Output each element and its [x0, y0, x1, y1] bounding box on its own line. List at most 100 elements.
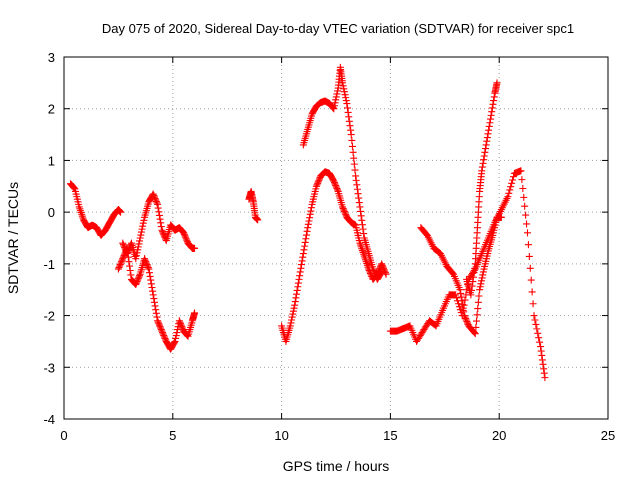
data-point	[355, 194, 363, 202]
data-point	[181, 232, 189, 240]
data-point	[293, 286, 301, 294]
data-point	[158, 327, 166, 335]
series-prn-a	[67, 180, 125, 239]
data-point	[330, 179, 338, 187]
data-point	[118, 256, 126, 264]
data-point	[460, 312, 468, 320]
data-point	[467, 291, 475, 299]
data-point	[350, 154, 358, 162]
data-point	[154, 200, 162, 208]
data-point	[136, 237, 144, 245]
data-point	[150, 192, 158, 200]
series-prn-c	[119, 190, 199, 263]
data-point	[461, 313, 469, 321]
data-point	[458, 297, 466, 305]
data-point	[478, 274, 486, 282]
data-point	[452, 291, 460, 299]
data-point	[344, 108, 352, 116]
data-point	[157, 223, 165, 231]
data-point	[133, 249, 141, 257]
data-point	[486, 115, 494, 123]
data-point	[171, 337, 179, 345]
x-tick-label: 5	[169, 428, 176, 443]
data-point	[140, 216, 148, 224]
data-point	[170, 339, 178, 347]
data-point	[176, 318, 184, 326]
data-point	[330, 102, 338, 110]
data-point	[191, 309, 199, 317]
data-point	[144, 262, 152, 270]
data-point	[152, 196, 160, 204]
data-point	[135, 240, 143, 248]
data-point	[332, 96, 340, 104]
data-point	[517, 167, 525, 175]
data-point	[314, 178, 322, 186]
x-tick-label: 25	[601, 428, 615, 443]
data-point	[535, 334, 543, 342]
data-point	[490, 97, 498, 105]
data-point	[155, 211, 163, 219]
data-point	[182, 235, 190, 243]
data-point	[537, 347, 545, 355]
data-point	[160, 231, 168, 239]
data-point	[355, 199, 363, 207]
data-point	[134, 243, 142, 251]
data-point	[468, 282, 476, 290]
data-point	[295, 275, 303, 283]
data-point	[313, 181, 321, 189]
data-point	[294, 283, 302, 291]
data-point	[459, 300, 467, 308]
data-point	[479, 268, 487, 276]
data-point	[76, 205, 84, 213]
data-point	[144, 264, 152, 272]
data-point	[348, 136, 356, 144]
data-point	[360, 230, 368, 238]
y-tick-label: -1	[43, 257, 55, 272]
data-point	[150, 193, 158, 201]
data-point	[152, 306, 160, 314]
data-point	[141, 256, 149, 264]
data-point	[289, 307, 297, 315]
data-point	[521, 202, 529, 210]
data-point	[138, 225, 146, 233]
data-point	[297, 261, 305, 269]
data-point	[292, 294, 300, 302]
data-point	[520, 193, 528, 201]
data-point	[490, 93, 498, 101]
data-point	[158, 226, 166, 234]
data-point	[485, 126, 493, 134]
data-point	[341, 209, 349, 217]
data-point	[474, 298, 482, 306]
data-point	[294, 279, 302, 287]
data-point	[482, 145, 490, 153]
data-point	[180, 230, 188, 238]
data-point	[330, 105, 338, 113]
data-point	[460, 308, 468, 316]
data-point	[305, 217, 313, 225]
data-point	[178, 323, 186, 331]
data-point	[359, 225, 367, 233]
data-point	[525, 252, 533, 260]
data-point	[534, 329, 542, 337]
data-point	[157, 326, 165, 334]
y-tick-label: -2	[43, 309, 55, 324]
y-tick-label: 0	[48, 205, 55, 220]
data-point	[333, 185, 341, 193]
data-point	[469, 273, 477, 281]
data-point	[379, 263, 387, 271]
data-point	[116, 261, 124, 269]
data-point	[523, 220, 531, 228]
series-prn-e	[278, 168, 390, 345]
data-point	[302, 235, 310, 243]
data-point	[142, 258, 150, 266]
data-point	[377, 269, 385, 277]
data-point	[463, 319, 471, 327]
data-point	[159, 229, 167, 237]
data-point	[147, 276, 155, 284]
data-point	[332, 182, 340, 190]
data-point	[480, 156, 488, 164]
data-point	[493, 79, 501, 87]
data-point	[177, 320, 185, 328]
data-point	[145, 269, 153, 277]
data-point	[70, 184, 78, 192]
